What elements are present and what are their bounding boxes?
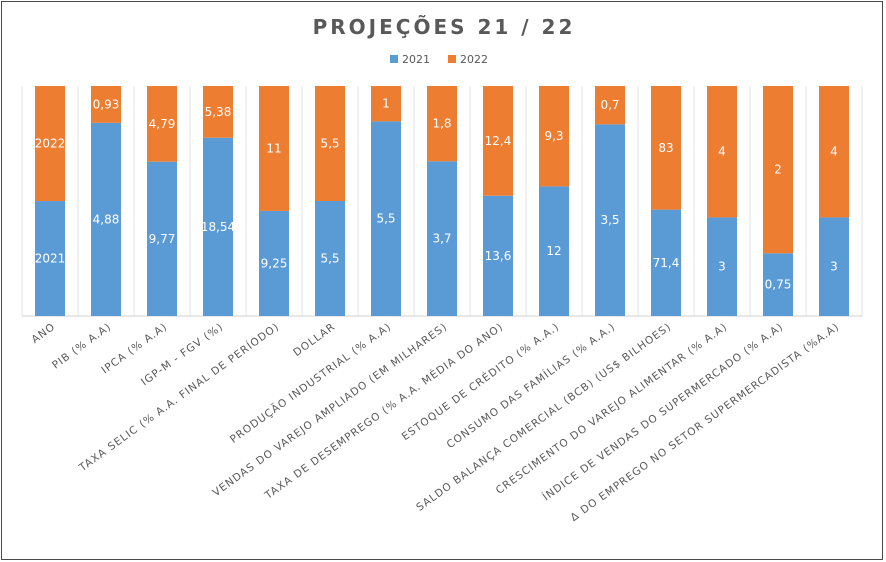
bar-2022-3: [203, 86, 233, 138]
bar-2022-0: [35, 86, 65, 202]
bar-2021-2: [147, 161, 177, 316]
bar-2021-13: [763, 253, 793, 316]
bar-2022-1: [91, 86, 121, 123]
value-label-2021-0: 2021: [35, 252, 66, 266]
bar-2021-9: [539, 186, 569, 316]
value-label-2021-7: 3,7: [432, 232, 451, 246]
value-label-2022-11: 83: [658, 141, 673, 155]
value-label-2021-11: 71,4: [653, 256, 680, 270]
bar-2022-6: [371, 86, 401, 122]
bar-2021-5: [315, 201, 345, 316]
value-labels: 2021 2022 4,88 0,93 9,77 4,79 18,54 5,38 9,25 11 5…: [35, 97, 838, 292]
bar-2022-5: [315, 86, 345, 201]
legend-swatch-2021: [390, 55, 398, 63]
category-label-14: Δ DO EMPREGO NO SETOR SUPERMERCADISTA (%…: [568, 321, 841, 524]
legend-swatch-2022: [448, 55, 456, 63]
value-label-2022-2: 4,79: [149, 117, 176, 131]
value-label-2022-6: 1: [382, 97, 390, 111]
category-label-4: TAXA SELIC (% A.A. FINAL DE PERÍODO): [76, 320, 282, 475]
bar-2021-11: [651, 209, 681, 316]
value-label-2021-4: 9,25: [261, 256, 288, 270]
bar-2022-14: [819, 86, 849, 218]
value-label-2022-13: 2: [774, 163, 782, 177]
bar-2021-10: [595, 124, 625, 316]
value-label-2021-10: 3,5: [600, 213, 619, 227]
value-label-2021-9: 12: [546, 244, 561, 258]
bar-2021-8: [483, 195, 513, 316]
value-label-2021-3: 18,54: [201, 220, 235, 234]
legend-label-2021: 2021: [402, 53, 430, 66]
value-label-2022-1: 0,93: [93, 97, 120, 111]
category-label-0: ANO: [29, 321, 57, 346]
value-label-2022-12: 4: [718, 145, 726, 159]
legend-label-2022: 2022: [460, 53, 488, 66]
bars: [35, 86, 849, 317]
value-label-2022-3: 5,38: [205, 105, 232, 119]
category-label-5: DOLLAR: [291, 321, 338, 359]
bar-2022-13: [763, 86, 793, 254]
bar-2021-7: [427, 161, 457, 316]
bar-2022-10: [595, 86, 625, 125]
bar-2021-12: [707, 217, 737, 316]
value-label-2021-6: 5,5: [376, 212, 395, 226]
value-label-2021-14: 3: [830, 260, 838, 274]
value-label-2022-10: 0,7: [600, 98, 619, 112]
value-label-2021-2: 9,77: [149, 232, 176, 246]
bar-2021-6: [371, 121, 401, 316]
value-label-2021-8: 13,6: [485, 249, 512, 263]
bar-2021-4: [259, 210, 289, 316]
value-label-2021-1: 4,88: [93, 212, 120, 226]
bar-2022-9: [539, 86, 569, 187]
chart-title: PROJEÇÕES 21 / 22: [313, 15, 576, 39]
bar-2021-14: [819, 217, 849, 316]
value-label-2021-12: 3: [718, 260, 726, 274]
value-label-2021-5: 5,5: [320, 252, 339, 266]
bar-2022-12: [707, 86, 737, 218]
value-label-2022-5: 5,5: [320, 137, 339, 151]
value-label-2022-9: 9,3: [544, 129, 563, 143]
bar-2022-2: [147, 86, 177, 162]
bar-2021-3: [203, 137, 233, 316]
value-label-2022-4: 11: [266, 141, 281, 155]
bar-2022-8: [483, 86, 513, 196]
bar-2022-11: [651, 86, 681, 210]
value-label-2022-0: 2022: [35, 137, 66, 151]
bar-2022-7: [427, 86, 457, 162]
bar-2021-0: [35, 201, 65, 316]
category-label-11: SALDO BALANÇA COMERCIAL (BCB) (US$ BILHO…: [414, 321, 674, 514]
value-label-2021-13: 0,75: [765, 278, 792, 292]
value-label-2022-14: 4: [830, 145, 838, 159]
value-label-2022-7: 1,8: [432, 117, 451, 131]
chart-legend: 2021 2022: [390, 53, 488, 66]
bar-2022-4: [259, 86, 289, 211]
bar-2021-1: [91, 122, 121, 317]
value-label-2022-8: 12,4: [485, 134, 512, 148]
